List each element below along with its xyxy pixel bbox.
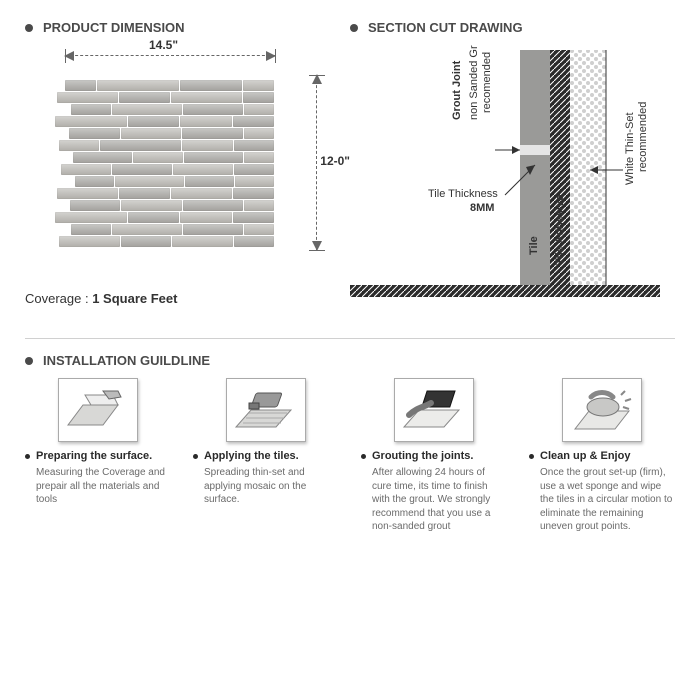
guideline-step-1: Preparing the surface. Measuring the Cov…: [25, 378, 171, 534]
adhesive-label: Tile Adhesive: [554, 195, 566, 265]
step-desc: After allowing 24 hours of cure time, it…: [361, 466, 507, 534]
dimension-diagram: 14.5" 12-0": [25, 45, 335, 285]
coverage-value: 1 Square Feet: [92, 291, 177, 306]
grout-rec-label: non Sanded Grout: [468, 45, 480, 120]
section-cut-panel: SECTION CUT DRAWING: [350, 20, 675, 320]
step-title: Preparing the surface.: [36, 450, 152, 462]
width-label: 14.5": [145, 38, 182, 52]
product-dimension-panel: PRODUCT DIMENSION 14.5" 12-0": [25, 20, 350, 320]
step-desc: Once the grout set-up (firm), use a wet …: [529, 466, 675, 534]
grouting-icon: [394, 378, 474, 442]
tile-mosaic-icon: [65, 80, 275, 248]
guideline-step-3: Grouting the joints. After allowing 24 h…: [361, 378, 507, 534]
bullet-icon: [25, 24, 33, 32]
grout-joint-label: Grout Joint: [451, 60, 463, 120]
thinset-label: White Thin-Set: [624, 112, 636, 185]
bullet-icon: [25, 357, 33, 365]
tile-label: Tile: [528, 236, 540, 255]
width-dimension-line: [65, 55, 275, 56]
height-label: 12-0": [320, 152, 350, 170]
step-title: Grouting the joints.: [372, 450, 473, 462]
step-title: Applying the tiles.: [204, 450, 299, 462]
section-cut-diagram: Grout Joint non Sanded Grout recomended …: [350, 45, 660, 315]
bullet-icon: [350, 24, 358, 32]
coverage-label: Coverage :: [25, 291, 89, 306]
cleanup-icon: [562, 378, 642, 442]
coverage-text: Coverage : 1 Square Feet: [25, 291, 350, 306]
guideline-step-4: Clean up & Enjoy Once the grout set-up (…: [529, 378, 675, 534]
divider: [25, 338, 675, 339]
header-text: PRODUCT DIMENSION: [43, 20, 185, 35]
prepare-surface-icon: [58, 378, 138, 442]
thickness-label: Tile Thickness: [428, 188, 498, 200]
apply-tiles-icon: [226, 378, 306, 442]
header-text: SECTION CUT DRAWING: [368, 20, 523, 35]
product-dimension-header: PRODUCT DIMENSION: [25, 20, 350, 35]
thinset-rec: recommended: [637, 102, 649, 172]
section-cut-header: SECTION CUT DRAWING: [350, 20, 675, 35]
step-desc: Measuring the Coverage and prepair all t…: [25, 466, 171, 507]
step-title: Clean up & Enjoy: [540, 450, 630, 462]
height-dimension-line: [316, 75, 317, 250]
guideline-step-2: Applying the tiles. Spreading thin-set a…: [193, 378, 339, 534]
grout-rec2-label: recomended: [481, 52, 493, 113]
guideline-header: INSTALLATION GUILDLINE: [25, 353, 675, 368]
step-desc: Spreading thin-set and applying mosaic o…: [193, 466, 339, 507]
installation-guideline-panel: INSTALLATION GUILDLINE Preparing the sur…: [25, 353, 675, 534]
thickness-value: 8MM: [470, 202, 494, 214]
header-text: INSTALLATION GUILDLINE: [43, 353, 210, 368]
